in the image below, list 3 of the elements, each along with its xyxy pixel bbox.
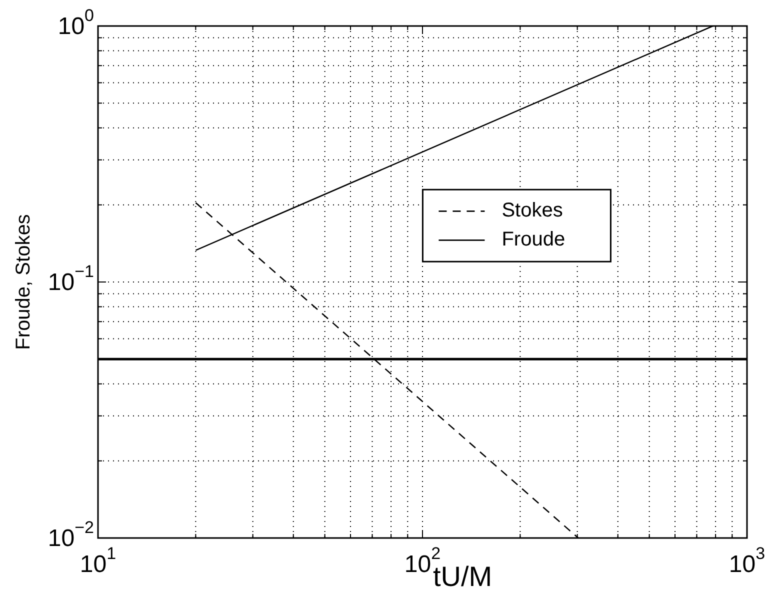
legend-label: Stokes bbox=[502, 200, 563, 222]
y-axis-title: Froude, Stokes bbox=[12, 214, 35, 350]
legend-label: Froude bbox=[502, 228, 566, 251]
